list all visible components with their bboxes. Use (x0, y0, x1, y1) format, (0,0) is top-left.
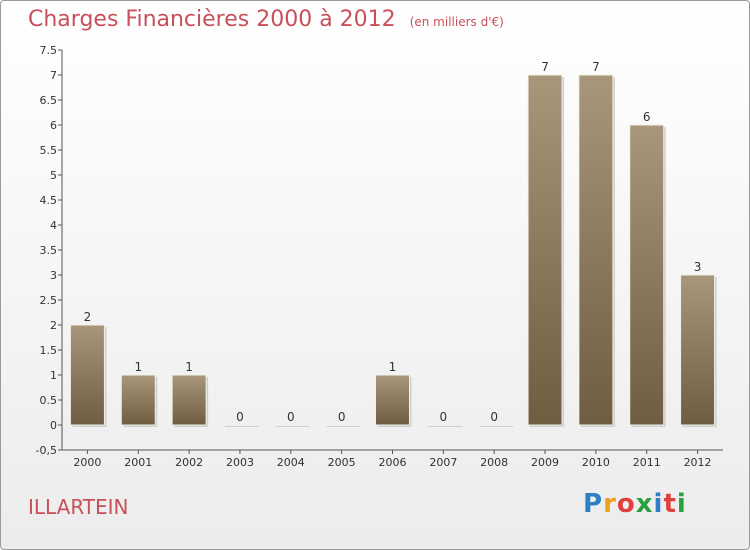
data-label-2000: 2 (84, 310, 92, 324)
y-tick-label: 3.5 (40, 244, 58, 257)
y-tick-label: 0.5 (40, 394, 58, 407)
data-label-2004: 0 (287, 410, 295, 424)
data-label-2005: 0 (338, 410, 346, 424)
data-label-2011: 6 (643, 110, 651, 124)
y-tick-label: 1 (50, 369, 57, 382)
bar-2003 (222, 423, 258, 426)
x-tick-label-2005: 2005 (328, 456, 356, 469)
data-label-2010: 7 (592, 60, 600, 74)
logo-letter: o (616, 489, 636, 519)
y-tick-label: 6 (50, 119, 57, 132)
x-tick-label-2012: 2012 (684, 456, 712, 469)
data-label-2007: 0 (440, 410, 448, 424)
bar-2008 (476, 423, 512, 426)
y-tick-label: 6.5 (40, 94, 58, 107)
bar-2010 (578, 74, 614, 426)
data-label-2012: 3 (694, 260, 702, 274)
data-label-2008: 0 (490, 410, 498, 424)
x-tick-label-2008: 2008 (480, 456, 508, 469)
x-tick-label-2000: 2000 (73, 456, 101, 469)
bar-shadow (275, 426, 310, 427)
data-label-2003: 0 (236, 410, 244, 424)
x-tick-label-2007: 2007 (429, 456, 457, 469)
y-tick-label: 1.5 (40, 344, 58, 357)
x-tick-label-2004: 2004 (277, 456, 305, 469)
y-tick-label: 0 (50, 419, 57, 432)
bar-2004 (273, 423, 309, 426)
data-label-2002: 1 (185, 360, 193, 374)
bar-shadow (326, 426, 361, 427)
bar-2000 (69, 324, 105, 426)
x-tick-label-2011: 2011 (633, 456, 661, 469)
logo-letter: x (635, 489, 654, 519)
y-tick-label: 4.5 (40, 194, 58, 207)
x-tick-label-2006: 2006 (379, 456, 407, 469)
y-tick-label: 7 (50, 69, 57, 82)
y-tick-label: 2.5 (40, 294, 58, 307)
x-tick-label-2009: 2009 (531, 456, 559, 469)
bar-2002 (171, 374, 207, 426)
bar-2001 (120, 374, 156, 426)
logo-letter: i (676, 489, 687, 519)
chart-title: Charges Financières 2000 à 2012 (en milli… (28, 7, 504, 32)
data-label-2009: 7 (541, 60, 549, 74)
y-tick-label: 5.5 (40, 144, 58, 157)
logo-letter: r (603, 489, 617, 519)
y-tick-label: 5 (50, 169, 57, 182)
y-tick-label: 3 (50, 269, 57, 282)
bar-2006 (375, 374, 410, 426)
y-tick-label: 7.5 (40, 44, 58, 57)
bar-2005 (324, 423, 360, 426)
logo-letter: i (653, 489, 664, 519)
bar-2011 (629, 124, 665, 426)
x-tick-label-2010: 2010 (582, 456, 610, 469)
x-tick-label-2003: 2003 (226, 456, 254, 469)
title-unit: (en milliers d'€) (409, 15, 504, 29)
y-tick-label: 2 (50, 319, 57, 332)
bar-shadow (224, 426, 259, 427)
bar-2007 (425, 423, 461, 426)
x-tick-label-2002: 2002 (175, 456, 203, 469)
commune-name: ILLARTEIN (28, 495, 129, 519)
logo-letter: t (663, 489, 677, 519)
logo-letter: P (583, 489, 604, 519)
title-text: Charges Financières 2000 à 2012 (28, 7, 396, 32)
bar-shadow (479, 426, 514, 427)
y-tick-label: -0,5 (36, 444, 57, 457)
proxiti-logo: Proxiti (583, 489, 687, 519)
y-tick-label: 4 (50, 219, 57, 232)
x-tick-label-2001: 2001 (124, 456, 152, 469)
bar-shadow (428, 426, 463, 427)
bar-2009 (527, 74, 563, 426)
bar-2012 (680, 274, 716, 426)
data-label-2006: 1 (389, 360, 397, 374)
data-label-2001: 1 (134, 360, 142, 374)
